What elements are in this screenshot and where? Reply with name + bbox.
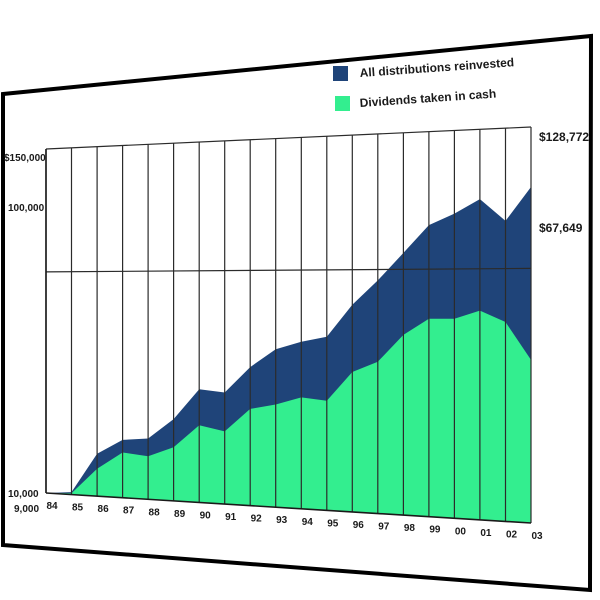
y-tick-9000: 9,000	[14, 504, 39, 515]
x-tick-03: 03	[531, 531, 543, 542]
x-tick-87: 87	[123, 506, 135, 517]
x-tick-02: 02	[506, 529, 518, 540]
x-tick-86: 86	[98, 504, 110, 515]
end-labels: $128,772 $67,649	[539, 130, 589, 235]
end-label-cash: $67,649	[539, 221, 583, 235]
gridline-h-150000	[45, 126, 532, 150]
x-tick-96: 96	[353, 520, 365, 531]
y-tick-100000: 100,000	[8, 203, 45, 214]
x-tick-94: 94	[302, 517, 314, 528]
x-tick-95: 95	[327, 518, 339, 529]
x-tick-00: 00	[455, 526, 467, 537]
x-tick-97: 97	[378, 522, 390, 533]
x-tick-91: 91	[225, 512, 237, 523]
x-tick-89: 89	[174, 509, 186, 520]
x-tick-labels: 84 85 86 87 88 89 90 91 92 93 94 95 96 97 98 99 00 01 02 03	[46, 501, 543, 542]
x-axis-line	[45, 492, 532, 524]
x-tick-98: 98	[404, 523, 416, 534]
axes	[45, 149, 532, 524]
plot-areas	[46, 187, 531, 523]
y-tick-150000: $150,000	[4, 153, 46, 164]
x-tick-90: 90	[200, 511, 212, 522]
x-tick-93: 93	[276, 515, 288, 526]
gridline-h-100000	[45, 267, 532, 273]
area-series-1	[46, 310, 531, 523]
y-tick-labels: $150,000 100,000 10,000 9,000	[4, 153, 46, 515]
x-tick-88: 88	[149, 507, 161, 518]
x-tick-99: 99	[429, 525, 441, 536]
x-tick-84: 84	[46, 501, 58, 512]
end-label-reinvested: $128,772	[539, 130, 589, 144]
x-tick-85: 85	[72, 503, 84, 514]
y-tick-10000: 10,000	[8, 489, 39, 500]
legend-swatch-reinvested	[333, 66, 348, 81]
legend-swatch-cash	[335, 96, 350, 111]
x-tick-92: 92	[251, 514, 263, 525]
x-tick-01: 01	[480, 528, 492, 539]
